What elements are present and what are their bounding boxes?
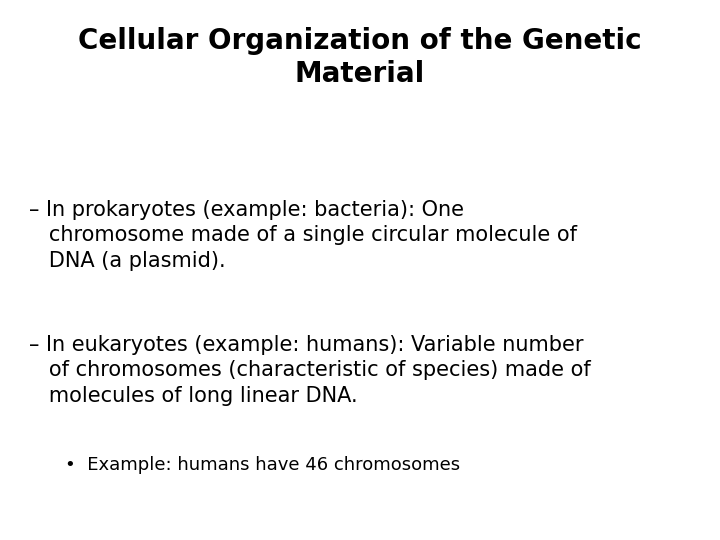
Text: •  Example: humans have 46 chromosomes: • Example: humans have 46 chromosomes bbox=[65, 456, 460, 474]
Text: Cellular Organization of the Genetic
Material: Cellular Organization of the Genetic Mat… bbox=[78, 27, 642, 89]
Text: – In eukaryotes (example: humans): Variable number
   of chromosomes (characteri: – In eukaryotes (example: humans): Varia… bbox=[29, 335, 590, 406]
Text: – In prokaryotes (example: bacteria): One
   chromosome made of a single circula: – In prokaryotes (example: bacteria): On… bbox=[29, 200, 577, 271]
